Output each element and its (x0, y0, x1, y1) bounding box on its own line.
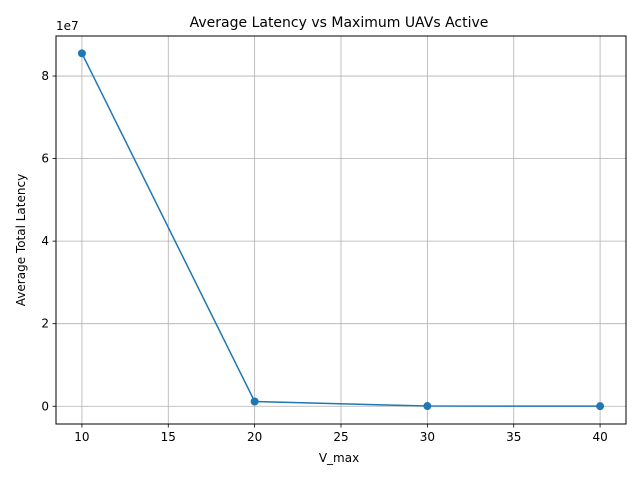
y-tick-label: 0 (41, 399, 49, 413)
x-tick-label: 30 (420, 430, 435, 444)
series-layer (77, 49, 605, 411)
data-point (250, 397, 259, 406)
x-tick-label: 35 (506, 430, 521, 444)
x-tick-label: 15 (161, 430, 176, 444)
x-tick-label: 10 (74, 430, 89, 444)
data-point (596, 402, 605, 411)
data-point (423, 402, 432, 411)
data-point (77, 49, 86, 58)
x-tick-label: 20 (247, 430, 262, 444)
ticks: 10 15 20 25 30 35 40 0 2 4 6 8 (41, 69, 607, 444)
y-tick-label: 4 (41, 234, 49, 248)
y-tick-label: 8 (41, 69, 49, 83)
x-tick-label: 40 (592, 430, 607, 444)
x-tick-label: 25 (333, 430, 348, 444)
y-offset-label: 1e7 (56, 19, 79, 33)
y-tick-label: 2 (41, 317, 49, 331)
series-line (81, 53, 601, 407)
x-axis-label: V_max (319, 451, 359, 465)
y-tick-label: 6 (41, 152, 49, 166)
y-axis-label: Average Total Latency (14, 174, 28, 306)
grid (56, 36, 626, 424)
chart-title: Average Latency vs Maximum UAVs Active (190, 15, 489, 31)
